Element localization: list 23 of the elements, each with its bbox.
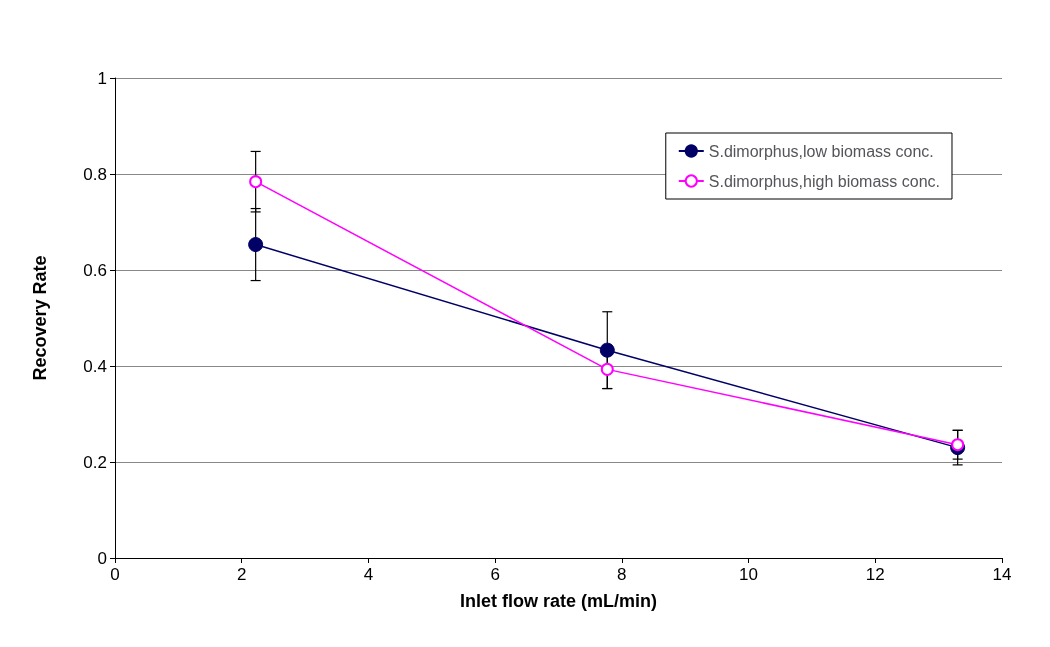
point [248, 237, 264, 253]
x-tick-label: 0 [110, 565, 120, 584]
x-tick-label: 12 [865, 565, 885, 584]
y-tick-label: 0.4 [83, 356, 107, 376]
x-tick-label: 14 [992, 565, 1012, 584]
legend-label: S.dimorphus,low biomass conc. [708, 142, 934, 160]
x-axis-title: Inlet flow rate (mL/min) [459, 591, 658, 611]
legend-label: S.dimorphus,high biomass conc. [708, 172, 941, 190]
y-tick-label: 0.8 [83, 164, 107, 184]
point [599, 342, 615, 358]
x-tick-label: 4 [363, 565, 374, 584]
y-tick-label: 1 [97, 68, 107, 88]
x-tick-label: 6 [490, 565, 500, 584]
y-tick-label: 0.2 [83, 452, 107, 472]
x-tick-label: 2 [236, 565, 247, 584]
point [600, 362, 614, 376]
y-tick-label: 0 [97, 548, 107, 568]
y-tick-label: 0.6 [83, 260, 107, 280]
x-tick-label: 10 [739, 565, 759, 584]
x-tick-label: 8 [617, 565, 627, 584]
point [249, 175, 263, 189]
y-axis-title: Recovery Rate [30, 255, 50, 381]
point [951, 438, 965, 452]
